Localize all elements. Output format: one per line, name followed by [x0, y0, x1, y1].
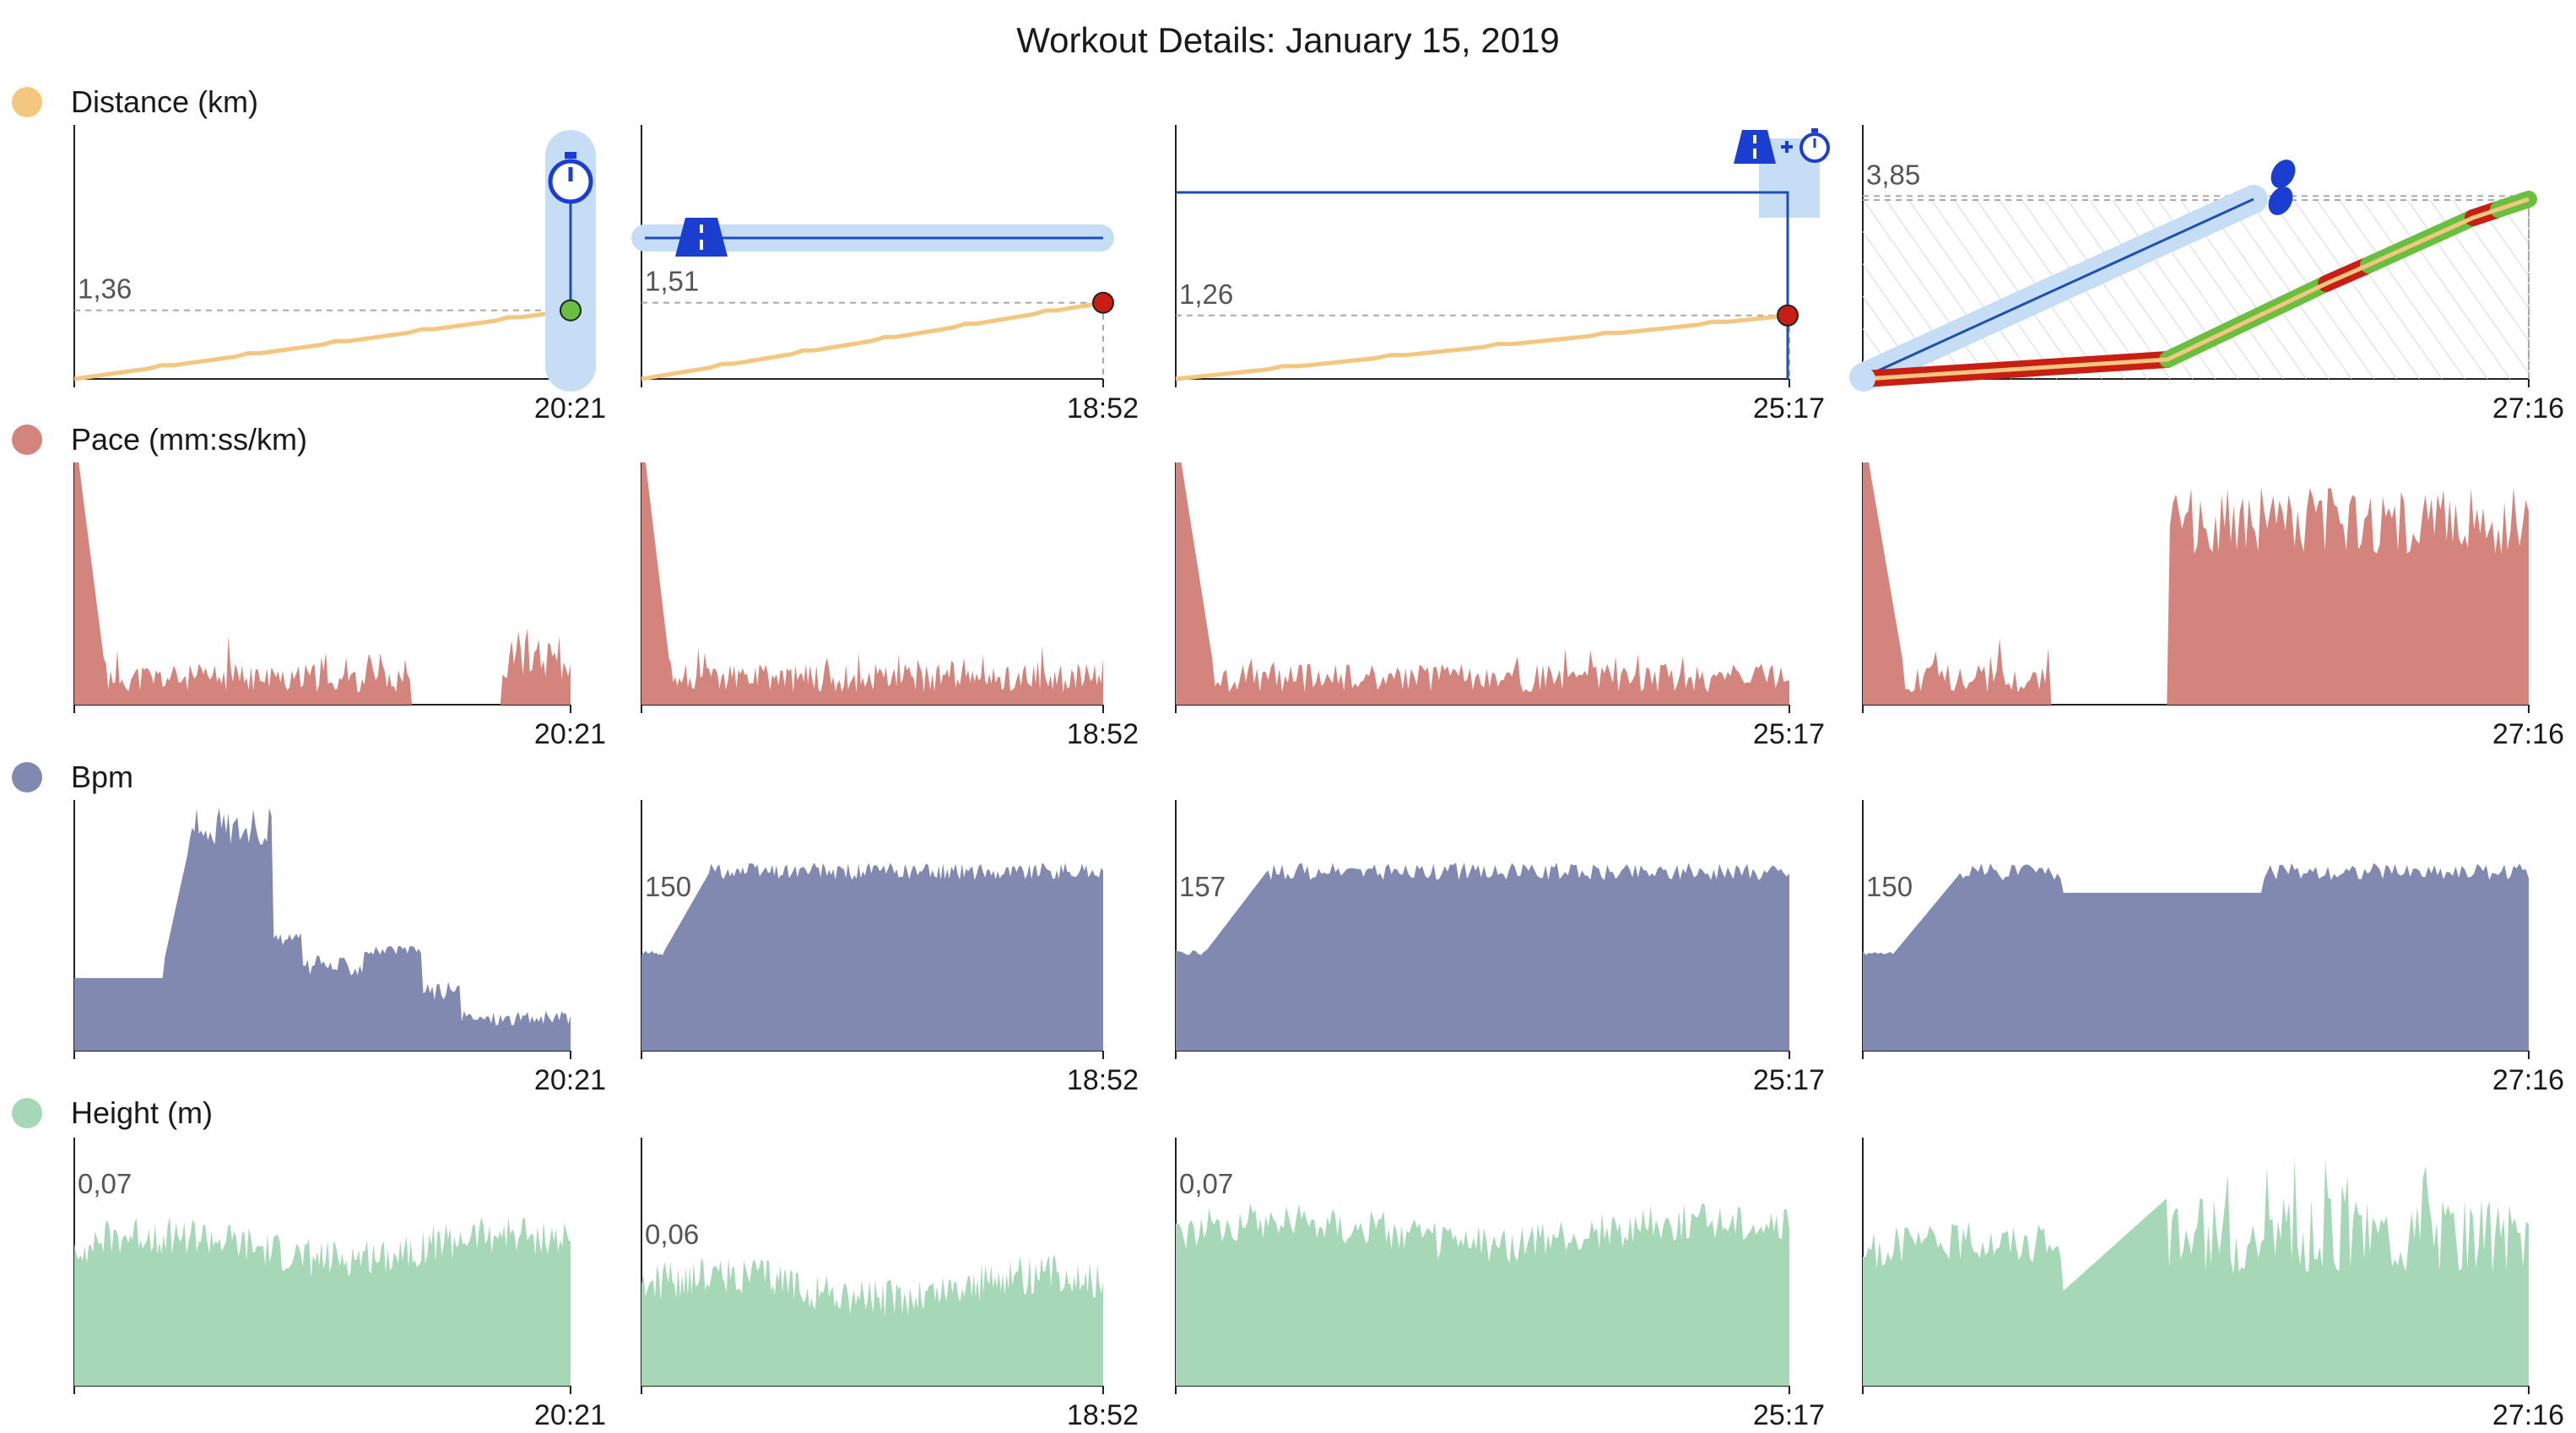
x-tick-label: 25:17 — [1753, 1399, 1825, 1431]
road-icon-lane — [700, 240, 703, 250]
bpm-label: 150 — [1866, 871, 1913, 902]
road-icon-shape — [675, 218, 728, 257]
x-tick-label: 25:17 — [1753, 1064, 1825, 1096]
x-tick-label: 18:52 — [1067, 718, 1139, 750]
x-tick-label: 20:21 — [534, 1399, 606, 1431]
x-tick-label: 18:52 — [1067, 1064, 1139, 1096]
x-tick-label: 20:21 — [534, 392, 606, 424]
bpm-area — [74, 808, 571, 1051]
height-label: 0,06 — [645, 1219, 699, 1250]
bpm-area — [641, 863, 1103, 1051]
height-area — [1863, 1157, 2529, 1386]
height-area — [1176, 1203, 1789, 1386]
pace-area — [1176, 462, 1789, 705]
end-marker-green — [560, 300, 581, 321]
pace-area — [74, 462, 571, 705]
bpm-area — [1863, 863, 2529, 1051]
distance-final-label: 1,51 — [645, 266, 699, 297]
end-marker-red — [1093, 293, 1113, 313]
x-tick-label: 25:17 — [1753, 392, 1825, 424]
distance-line — [74, 311, 571, 379]
road-icon-lane — [1753, 149, 1756, 159]
distance-final-label: 1,26 — [1179, 278, 1233, 310]
x-tick-label: 20:21 — [534, 718, 606, 750]
road-icon — [675, 218, 728, 257]
distance-line — [1176, 316, 1789, 379]
stopwatch-icon-crown — [565, 152, 576, 159]
start-marker — [1852, 367, 1875, 391]
stopwatch-icon-crown — [1811, 128, 1818, 132]
distance-final-label: 3,85 — [1866, 159, 1920, 190]
distance-final-label: 1,36 — [78, 273, 132, 305]
end-marker-red — [1778, 306, 1798, 326]
x-tick-label: 25:17 — [1753, 718, 1825, 750]
height-label: 0,07 — [1179, 1168, 1233, 1199]
bpm-label: 150 — [645, 871, 691, 902]
height-label: 0,07 — [78, 1168, 132, 1199]
bpm-area — [1176, 863, 1789, 1051]
height-area — [74, 1217, 571, 1387]
x-tick-label: 18:52 — [1067, 1399, 1139, 1431]
x-tick-label: 20:21 — [534, 1064, 606, 1096]
distance-line — [641, 303, 1103, 379]
road-icon-lane — [700, 224, 703, 233]
pace-area — [1863, 462, 2529, 705]
bpm-label: 157 — [1179, 871, 1226, 902]
x-tick-label: 27:16 — [2492, 392, 2564, 424]
x-tick-label: 18:52 — [1067, 392, 1139, 424]
x-tick-label: 27:16 — [2492, 1064, 2564, 1096]
road-icon-lane — [1753, 135, 1756, 143]
x-tick-label: 27:16 — [2492, 718, 2564, 750]
height-area — [641, 1255, 1103, 1386]
x-tick-label: 27:16 — [2492, 1399, 2564, 1431]
pace-area — [641, 462, 1103, 705]
target-line — [1176, 192, 1788, 379]
